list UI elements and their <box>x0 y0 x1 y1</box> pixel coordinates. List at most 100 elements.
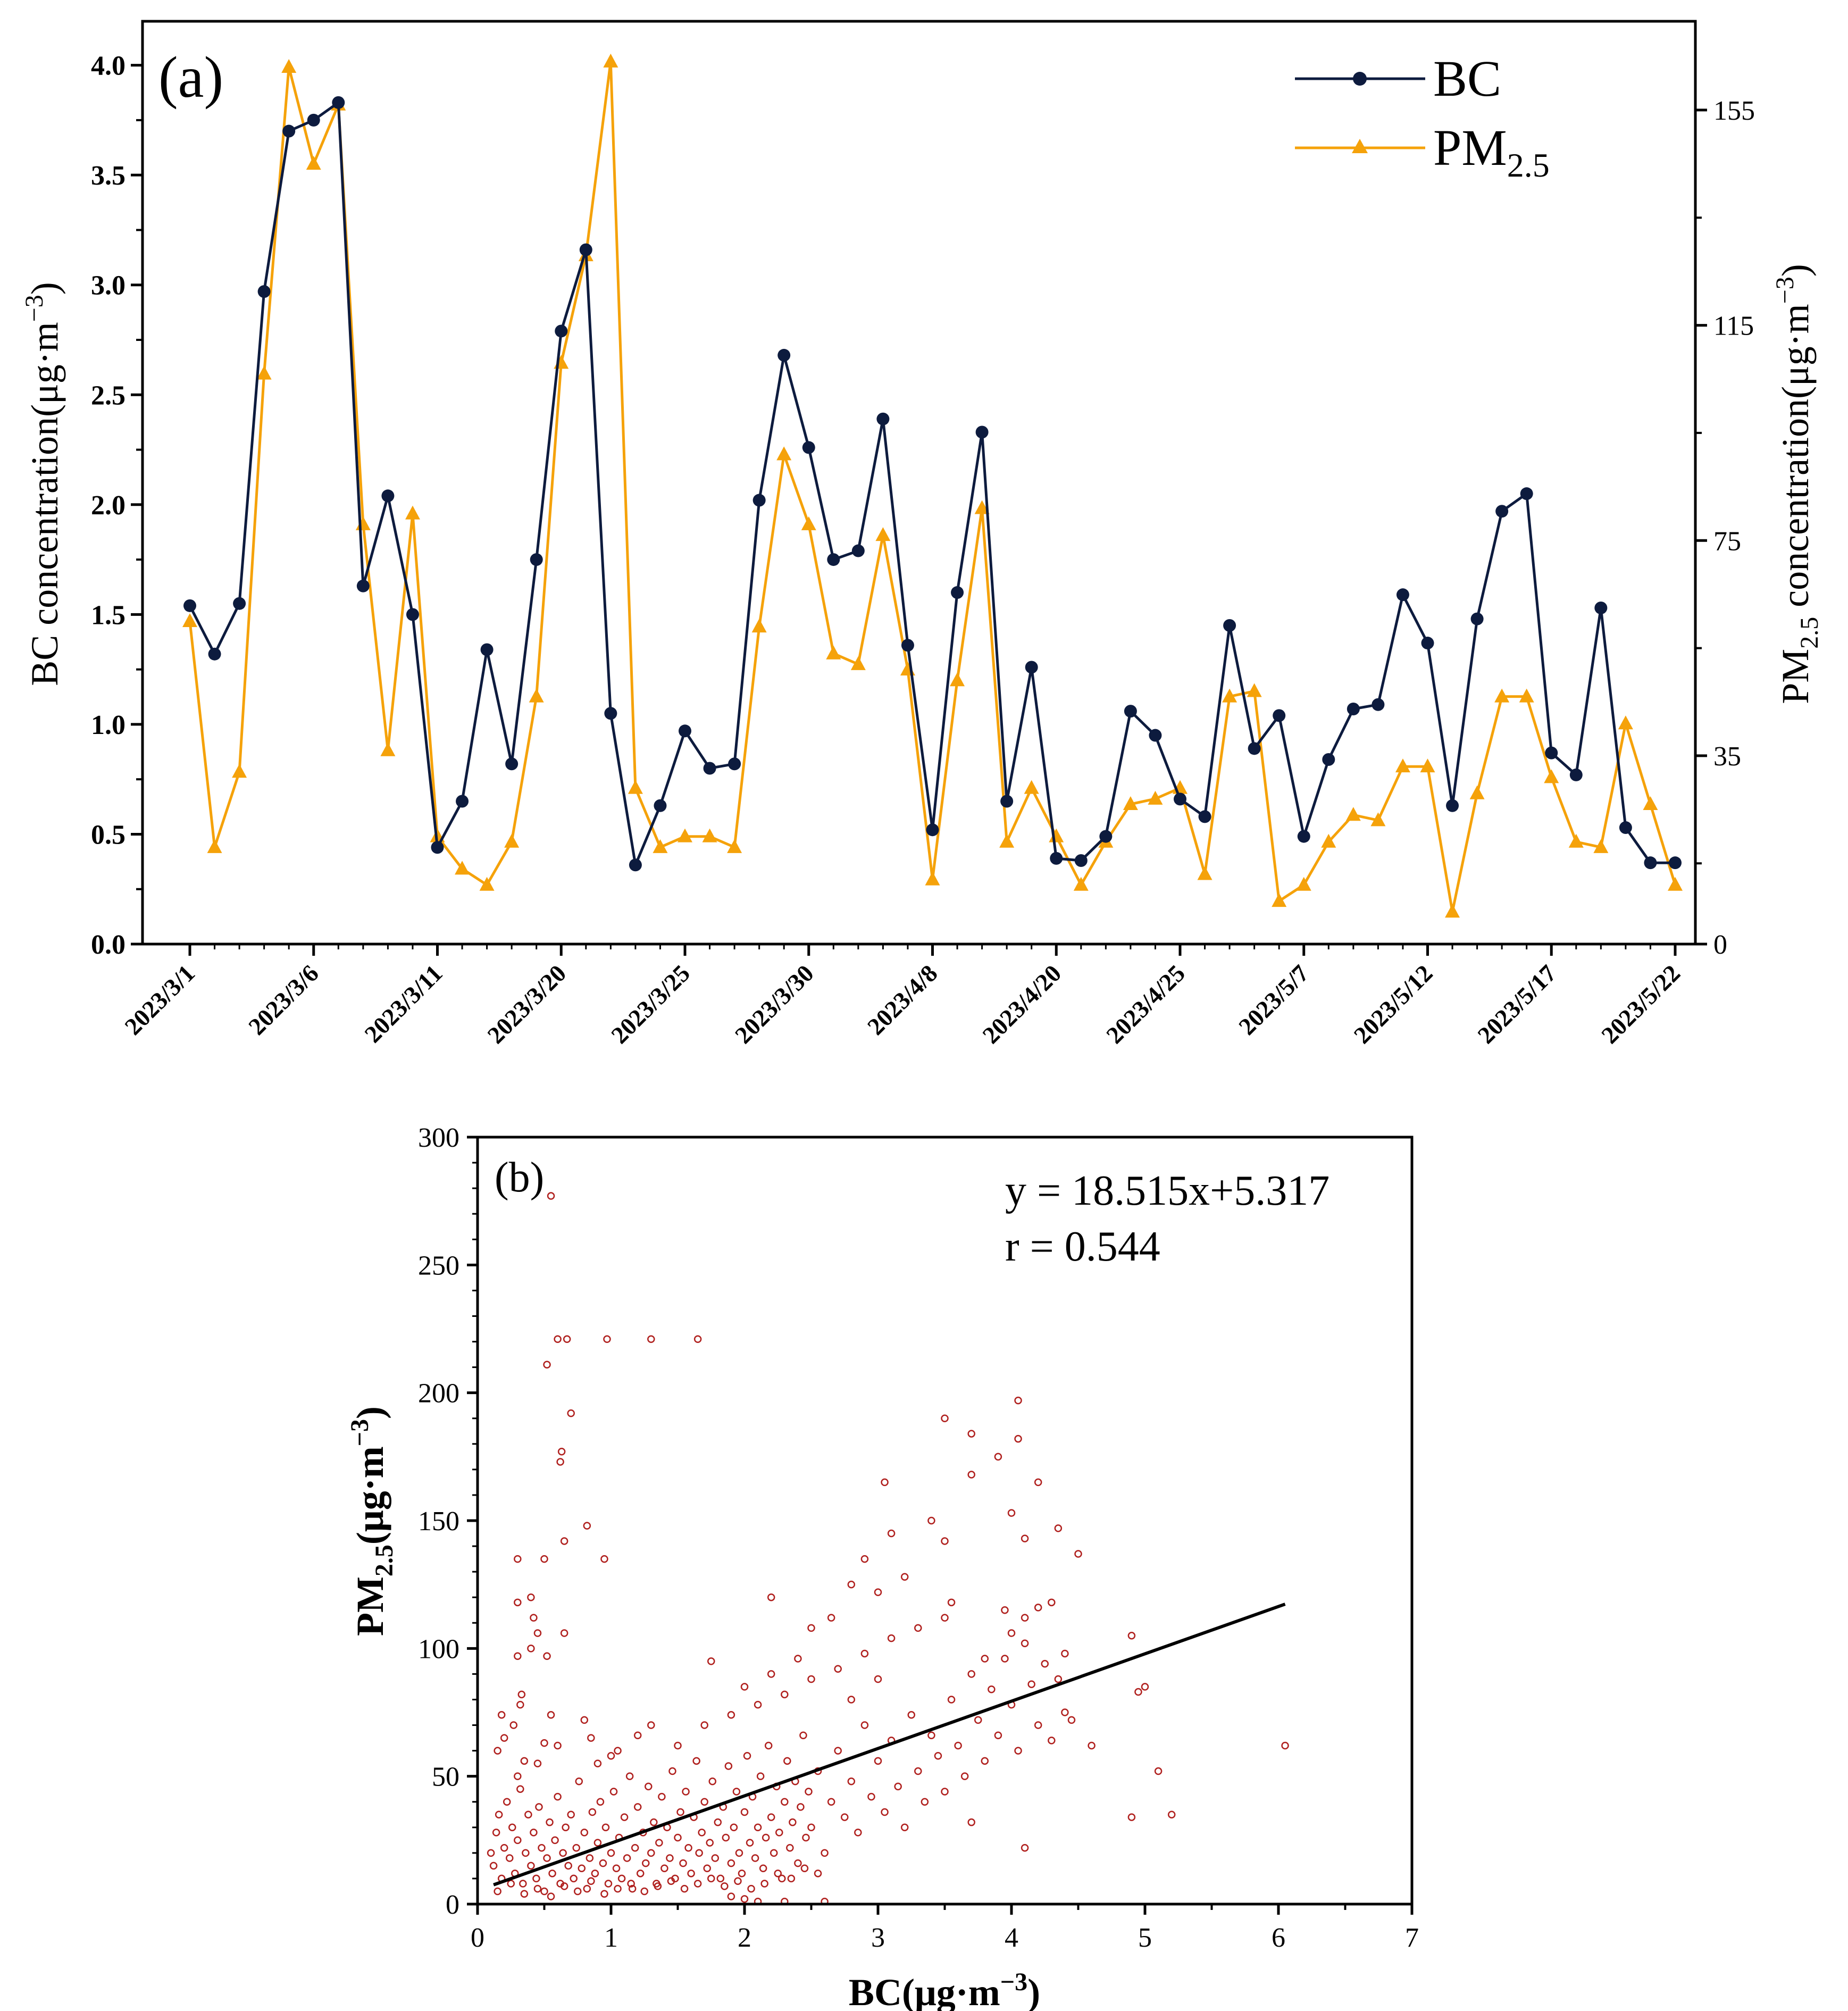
pm25-point <box>900 662 915 676</box>
x-tick-label: 2023/3/25 <box>606 959 695 1049</box>
scatter-point <box>620 1813 629 1821</box>
left-y-tick-label: 2.0 <box>91 490 126 521</box>
bc-point <box>1025 661 1038 674</box>
scatter-point <box>1048 1598 1056 1607</box>
regression-equation: y = 18.515x+5.317 <box>1005 1167 1329 1214</box>
right-y-tick-label: 115 <box>1713 311 1754 341</box>
bc-point <box>851 544 865 557</box>
scatter-point <box>1034 1604 1042 1612</box>
scatter-point <box>631 1844 639 1852</box>
scatter-point <box>516 1700 524 1709</box>
bc-point <box>332 96 345 109</box>
scatter-point <box>556 1458 564 1466</box>
scatter-point <box>623 1854 631 1862</box>
bc-point <box>1198 810 1211 823</box>
scatter-point <box>527 1645 535 1653</box>
scatter-point <box>981 1757 989 1765</box>
scatter-point <box>700 1721 708 1729</box>
scatter-point <box>625 1772 634 1780</box>
scatter-x-tick-label: 6 <box>1272 1923 1285 1953</box>
pm25-point <box>1593 839 1609 853</box>
scatter-point <box>967 1818 975 1826</box>
scatter-point <box>603 1335 611 1343</box>
scatter-point <box>604 1880 613 1888</box>
panel-a-plot-frame <box>141 20 1697 946</box>
scatter-point <box>679 1859 687 1867</box>
bc-point <box>1421 637 1434 650</box>
scatter-point <box>841 1813 849 1821</box>
pm25-point <box>1420 758 1435 773</box>
pm25-point <box>1272 893 1287 907</box>
scatter-point <box>807 1823 815 1832</box>
scatter-point <box>778 1874 786 1883</box>
scatter-point <box>874 1588 882 1596</box>
bc-point <box>431 841 444 854</box>
scatter-point <box>834 1665 842 1673</box>
bc-point <box>975 425 989 439</box>
left-y-tick-label: 2.5 <box>91 380 126 411</box>
bc-point <box>1124 705 1137 718</box>
scatter-point <box>994 1453 1002 1461</box>
scatter-point <box>587 1877 595 1885</box>
scatter-point <box>492 1829 500 1837</box>
scatter-point <box>934 1751 942 1760</box>
scatter-point <box>601 1823 610 1832</box>
scatter-x-tick-label: 3 <box>871 1923 885 1953</box>
scatter-point <box>698 1829 706 1837</box>
scatter-point <box>1021 1844 1029 1852</box>
scatter-point <box>881 1808 889 1816</box>
scatter-point <box>667 1877 675 1885</box>
scatter-point <box>546 1818 554 1826</box>
pm25-point <box>504 833 520 848</box>
bc-point <box>406 608 419 621</box>
scatter-point <box>740 1808 749 1816</box>
left-y-tick-label: 4.0 <box>91 51 126 81</box>
x-tick-label: 2023/3/1 <box>119 959 200 1040</box>
pm25-point <box>603 53 618 68</box>
scatter-x-tick-label: 7 <box>1405 1923 1419 1953</box>
scatter-point <box>1074 1550 1082 1558</box>
scatter-point <box>847 1778 856 1785</box>
scatter-point <box>738 1870 746 1878</box>
scatter-point <box>743 1751 751 1760</box>
scatter-point <box>533 1629 542 1637</box>
bc-point <box>1520 487 1533 500</box>
bc-point <box>1470 612 1484 625</box>
scatter-point <box>533 1884 542 1893</box>
scatter-point <box>1007 1509 1016 1517</box>
scatter-point <box>783 1757 791 1765</box>
bc-point <box>654 799 667 812</box>
scatter-point <box>614 1747 622 1755</box>
panel-b-scatter-chart: 0 1 2 3 4 5 6 7 0 50 100 150 200 250 300 (b) y = 18.5… <box>346 1123 1419 2011</box>
scatter-point <box>854 1829 862 1837</box>
scatter-point <box>693 1335 702 1343</box>
scatter-point <box>789 1818 797 1826</box>
scatter-point <box>567 1409 575 1417</box>
x-tick-label: 2023/5/7 <box>1233 959 1314 1040</box>
x-tick-label: 2023/3/30 <box>730 959 819 1049</box>
scatter-point <box>722 1833 730 1842</box>
pm25-point <box>1073 877 1089 891</box>
scatter-point <box>666 1854 674 1862</box>
scatter-point <box>1167 1810 1176 1819</box>
scatter-point <box>1021 1639 1029 1647</box>
scatter-point <box>684 1844 692 1852</box>
scatter-point <box>706 1839 714 1847</box>
scatter-point <box>593 1839 602 1847</box>
scatter-point <box>727 1859 735 1867</box>
scatter-point <box>974 1716 982 1724</box>
scatter-point <box>614 1884 622 1893</box>
bc-point <box>629 858 642 872</box>
pm25-point <box>1222 688 1237 703</box>
bc-point <box>282 124 296 138</box>
scatter-point <box>500 1734 508 1742</box>
scatter-point <box>519 1880 527 1888</box>
scatter-point <box>874 1675 882 1683</box>
scatter-point <box>867 1792 875 1801</box>
bc-point <box>901 639 914 652</box>
scatter-point <box>754 1823 762 1832</box>
scatter-point <box>514 1772 522 1780</box>
pm25-point <box>355 516 371 530</box>
legend-entry-pm25: PM2.5 <box>1295 119 1550 184</box>
